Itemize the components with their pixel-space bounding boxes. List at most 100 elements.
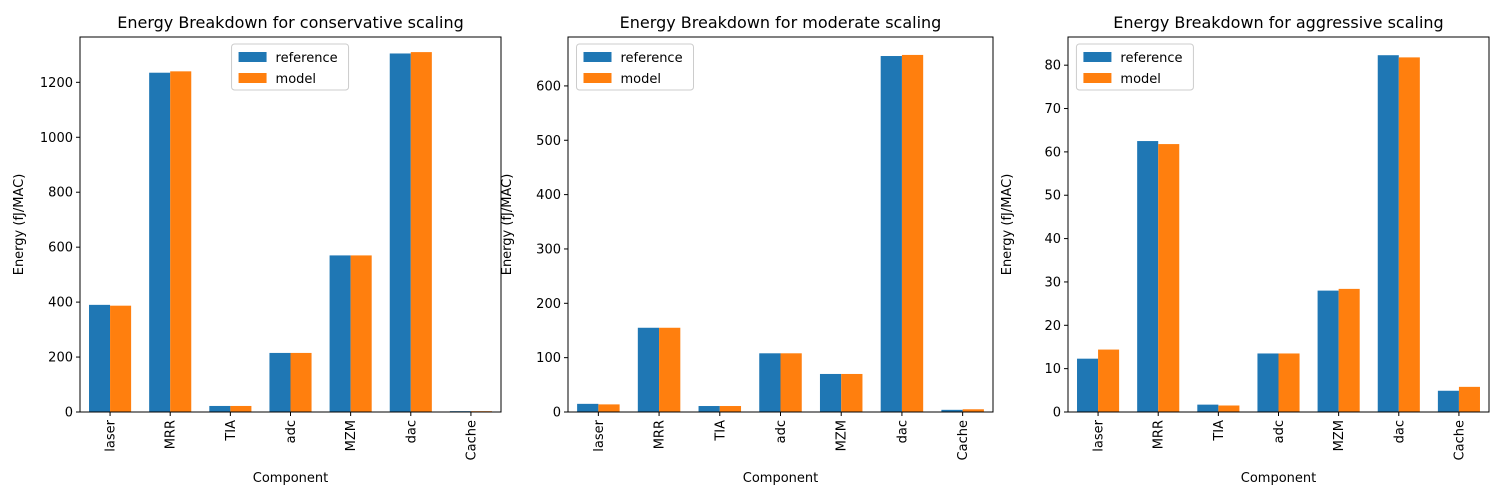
x-tick-label-MZM: MZM — [835, 420, 850, 451]
x-tick-label-dac: dac — [404, 420, 419, 443]
y-tick-label: 80 — [1044, 59, 1061, 74]
bar-model-dac — [901, 54, 924, 413]
y-axis-label: Energy (fJ/MAC) — [500, 174, 515, 276]
chart-title: Energy Breakdown for conservative scalin… — [117, 13, 464, 32]
x-tick-label-MZM: MZM — [344, 420, 359, 451]
bar-reference-Cache — [1437, 390, 1459, 412]
y-tick-label: 200 — [536, 297, 561, 312]
legend-swatch-reference — [1083, 52, 1112, 62]
y-tick-label: 0 — [65, 406, 73, 421]
bar-reference-dac — [880, 56, 902, 413]
bar-reference-Cache — [941, 409, 963, 412]
y-tick-label: 30 — [1044, 275, 1061, 290]
y-tick-label: 70 — [1044, 102, 1061, 117]
bar-model-MRR — [170, 71, 192, 412]
bar-model-MZM — [1338, 288, 1360, 412]
bar-reference-TIA — [698, 406, 720, 412]
bar-model-dac — [410, 52, 432, 413]
y-tick-label: 800 — [48, 186, 73, 201]
bar-model-adc — [290, 352, 312, 412]
x-tick-label-dac: dac — [895, 420, 910, 443]
y-tick-label: 60 — [1044, 145, 1061, 160]
bar-reference-adc — [1257, 353, 1279, 412]
bar-reference-MRR — [637, 327, 660, 412]
y-tick-label: 1000 — [40, 131, 73, 146]
bar-model-Cache — [962, 409, 984, 412]
x-tick-label-MRR: MRR — [653, 420, 668, 449]
y-axis-label: Energy (fJ/MAC) — [12, 174, 27, 276]
y-tick-label: 100 — [536, 351, 561, 366]
x-axis-label: Component — [253, 471, 328, 486]
bar-model-MZM — [350, 255, 372, 412]
x-tick-label-MRR: MRR — [1152, 420, 1167, 449]
bar-model-MZM — [841, 373, 863, 412]
bar-reference-laser — [89, 304, 111, 412]
x-axis-label: Component — [743, 471, 818, 486]
legend-label-model: model — [621, 72, 661, 87]
x-axis-label: Component — [1241, 471, 1316, 486]
bar-model-MRR — [1158, 144, 1180, 412]
bar-reference-MZM — [1317, 290, 1339, 412]
x-tick-label-Cache: Cache — [956, 420, 971, 460]
bar-reference-MZM — [329, 255, 351, 412]
y-tick-label: 300 — [536, 242, 561, 257]
bar-reference-adc — [759, 353, 781, 412]
bar-reference-laser — [577, 403, 599, 412]
bar-reference-MZM — [819, 373, 842, 412]
legend-swatch-reference — [583, 52, 612, 62]
bar-model-TIA — [1218, 405, 1240, 412]
chart-title: Energy Breakdown for moderate scaling — [620, 13, 942, 32]
y-tick-label: 10 — [1044, 362, 1061, 377]
chart-panel-2: Energy Breakdown for moderate scaling 0 10… — [500, 13, 994, 486]
y-tick-label: 400 — [48, 296, 73, 311]
y-tick-label: 0 — [553, 406, 561, 421]
bar-model-adc — [780, 353, 802, 412]
x-tick-label-MRR: MRR — [164, 420, 179, 449]
bar-reference-adc — [269, 352, 291, 412]
y-tick-label: 600 — [536, 79, 561, 94]
y-tick-label: 20 — [1044, 319, 1061, 334]
legend-swatch-reference — [238, 52, 267, 62]
x-tick-label-TIA: TIA — [224, 420, 239, 442]
x-tick-label-laser: laser — [592, 419, 607, 451]
bar-reference-TIA — [1197, 404, 1219, 412]
y-tick-label: 50 — [1044, 189, 1061, 204]
bar-reference-MRR — [149, 72, 171, 413]
x-tick-label-MZM: MZM — [1332, 420, 1347, 451]
legend-label-reference: reference — [621, 51, 683, 66]
legend-label-model: model — [1120, 72, 1160, 87]
x-tick-label-TIA: TIA — [1212, 420, 1227, 442]
bar-model-laser — [598, 404, 620, 412]
x-tick-label-Cache: Cache — [1452, 420, 1467, 460]
legend: reference model — [1075, 43, 1194, 91]
bar-reference-dac — [1377, 55, 1399, 413]
bar-model-TIA — [719, 406, 742, 412]
legend-label-reference: reference — [1120, 51, 1182, 66]
y-tick-label: 200 — [48, 351, 73, 366]
legend-label-model: model — [276, 72, 316, 87]
y-tick-label: 600 — [48, 241, 73, 256]
x-tick-label-laser: laser — [104, 419, 119, 451]
bar-model-Cache — [1458, 386, 1480, 412]
y-tick-label: 500 — [536, 134, 561, 149]
bar-model-dac — [1398, 57, 1420, 412]
y-tick-label: 40 — [1044, 232, 1061, 247]
legend: reference model — [576, 43, 694, 91]
y-tick-label: 1200 — [40, 76, 73, 91]
bar-model-TIA — [230, 405, 252, 412]
legend-swatch-model — [583, 73, 612, 83]
y-tick-label: 400 — [536, 188, 561, 203]
bar-model-MRR — [659, 327, 681, 412]
legend-swatch-model — [238, 73, 267, 83]
x-tick-label-TIA: TIA — [713, 420, 728, 442]
bar-model-adc — [1278, 353, 1300, 412]
y-axis-label: Energy (fJ/MAC) — [1000, 174, 1015, 276]
chart-title: Energy Breakdown for aggressive scaling — [1113, 13, 1443, 32]
bar-model-laser — [1098, 349, 1120, 412]
bar-reference-MRR — [1137, 141, 1159, 413]
x-tick-label-dac: dac — [1392, 420, 1407, 443]
x-tick-label-adc: adc — [1272, 420, 1287, 443]
x-tick-label-adc: adc — [284, 420, 299, 443]
x-tick-label-laser: laser — [1092, 419, 1107, 451]
